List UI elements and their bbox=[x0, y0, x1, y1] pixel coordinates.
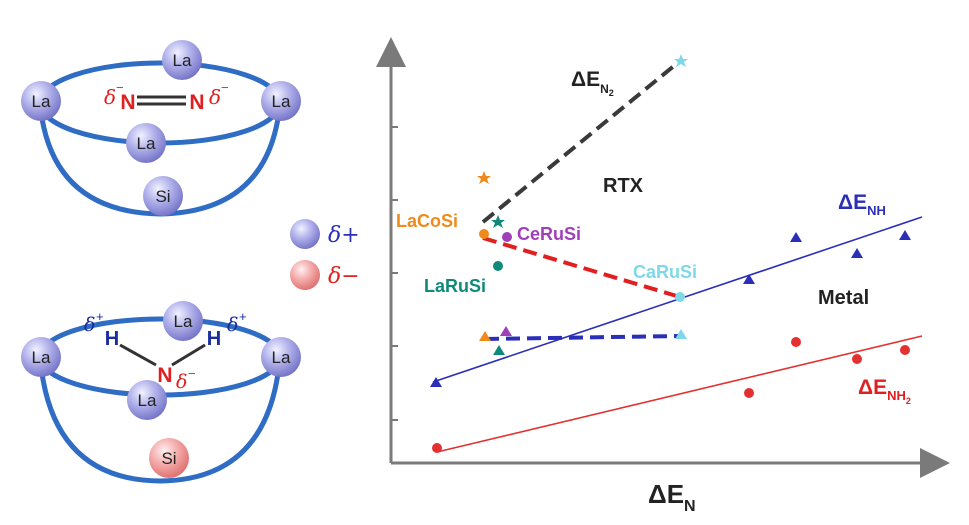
n2-nitrogen-right: N bbox=[189, 91, 204, 114]
svg-text:La: La bbox=[32, 92, 51, 111]
nh2-metal-point-4 bbox=[852, 354, 862, 364]
label-delta-e-n2: ΔEN2 bbox=[571, 68, 614, 98]
n2-delta-minus-left: δ − bbox=[104, 80, 124, 109]
n2-dashed-line bbox=[481, 59, 682, 224]
top-atom-si: Si bbox=[143, 176, 183, 216]
star-marker-teal bbox=[491, 215, 505, 228]
svg-text:Si: Si bbox=[155, 187, 170, 206]
bottom-cage-diagram: La La La La Si H H N δ + δ + bbox=[21, 301, 301, 484]
label-carusi: CaRuSi bbox=[633, 262, 697, 282]
svg-text:La: La bbox=[32, 348, 51, 367]
svg-text:ΔEN2: ΔEN2 bbox=[571, 68, 614, 98]
top-atom-la-front: La bbox=[126, 123, 166, 163]
svg-text:La: La bbox=[173, 51, 192, 70]
svg-text:ΔENH2: ΔENH2 bbox=[858, 376, 911, 406]
svg-text:δ: δ bbox=[84, 314, 95, 336]
bottom-atom-la-left: La bbox=[21, 337, 61, 377]
svg-text:δ+: δ+ bbox=[328, 223, 360, 248]
nitrogen-center: N bbox=[157, 364, 172, 387]
nh2-fit-line bbox=[436, 335, 923, 453]
svg-text:La: La bbox=[174, 312, 193, 331]
nh2-metal-point-2 bbox=[744, 388, 754, 398]
svg-text:+: + bbox=[96, 309, 104, 324]
charge-legend: δ+ δ− bbox=[290, 219, 360, 290]
nh2-metal-point-1 bbox=[432, 443, 442, 453]
nh2-metal-point-3 bbox=[791, 337, 801, 347]
nh-bond-right bbox=[171, 343, 206, 367]
nh-metal-point-1 bbox=[430, 377, 442, 387]
y-axis-ticks bbox=[391, 126, 398, 421]
circle-marker-lacosi bbox=[479, 229, 489, 239]
legend-positive: δ+ bbox=[290, 219, 360, 249]
bottom-atom-la-top: La bbox=[163, 301, 203, 341]
hydrogen-left: H bbox=[105, 328, 119, 350]
nh-metal-point-2 bbox=[743, 274, 755, 284]
h-delta-plus-right: δ + bbox=[227, 309, 247, 336]
triangle-marker-orange bbox=[479, 331, 491, 341]
label-delta-e-nh2: ΔENH2 bbox=[858, 376, 911, 406]
triangle-marker-teal bbox=[493, 345, 505, 355]
label-larusi: LaRuSi bbox=[424, 276, 486, 296]
svg-text:−: − bbox=[221, 80, 229, 95]
hydrogen-right: H bbox=[207, 328, 221, 350]
x-axis-label: ΔEN bbox=[648, 479, 696, 515]
n-delta-minus: δ − bbox=[176, 366, 196, 393]
svg-text:δ: δ bbox=[227, 314, 238, 336]
svg-text:−: − bbox=[188, 366, 196, 381]
bottom-atom-si: Si bbox=[149, 438, 189, 478]
region-label-metal: Metal bbox=[818, 287, 869, 309]
n2-delta-minus-right: δ − bbox=[209, 80, 229, 109]
svg-text:La: La bbox=[272, 348, 291, 367]
svg-text:δ−: δ− bbox=[328, 264, 360, 289]
bottom-cage-bowl bbox=[37, 355, 283, 484]
bottom-atom-la-right: La bbox=[261, 337, 301, 377]
nh-bond-left bbox=[119, 343, 157, 367]
n2-nitrogen-left: N bbox=[120, 91, 135, 114]
top-atom-la-left: La bbox=[21, 81, 61, 121]
label-cerusi: CeRuSi bbox=[517, 224, 581, 244]
triangle-marker-purple bbox=[500, 326, 512, 336]
nh2-metal-point-5 bbox=[900, 345, 910, 355]
svg-text:+: + bbox=[239, 309, 247, 324]
svg-text:La: La bbox=[137, 134, 156, 153]
top-atom-la-right: La bbox=[261, 81, 301, 121]
rtx-dashed-line bbox=[482, 236, 681, 299]
svg-text:δ: δ bbox=[104, 85, 116, 109]
triangle-marker-cyan bbox=[675, 329, 687, 339]
nh-rtx-dashed-line bbox=[484, 334, 681, 341]
top-cage-diagram: La La La La Si N N δ − δ − bbox=[21, 40, 301, 217]
nh-metal-point-4 bbox=[851, 248, 863, 258]
star-marker-cyan bbox=[674, 54, 688, 67]
svg-text:−: − bbox=[116, 80, 124, 95]
top-atom-la-top: La bbox=[162, 40, 202, 80]
bottom-atom-la-front: La bbox=[127, 380, 167, 420]
star-marker-orange bbox=[477, 171, 491, 184]
svg-text:ΔENH: ΔENH bbox=[838, 191, 886, 218]
label-lacosi: LaCoSi bbox=[396, 211, 458, 231]
circle-marker-carusi bbox=[675, 292, 685, 302]
svg-text:ΔEN: ΔEN bbox=[648, 479, 696, 515]
svg-text:Si: Si bbox=[161, 449, 176, 468]
h-delta-plus-left: δ + bbox=[84, 309, 104, 336]
svg-text:δ: δ bbox=[209, 85, 221, 109]
svg-text:δ: δ bbox=[176, 371, 187, 393]
legend-negative: δ− bbox=[290, 260, 360, 290]
circle-marker-cerusi bbox=[502, 232, 512, 242]
svg-text:La: La bbox=[138, 391, 157, 410]
svg-text:La: La bbox=[272, 92, 291, 111]
scaling-plot: ΔEN RTX Metal ΔEN2 ΔENH ΔENH2 LaCoSi CeR… bbox=[376, 37, 950, 515]
label-delta-e-nh: ΔENH bbox=[838, 191, 886, 218]
circle-marker-larusi bbox=[493, 261, 503, 271]
nh-metal-point-5 bbox=[899, 230, 911, 240]
nh-metal-point-3 bbox=[790, 232, 802, 242]
region-label-rtx: RTX bbox=[603, 175, 644, 197]
